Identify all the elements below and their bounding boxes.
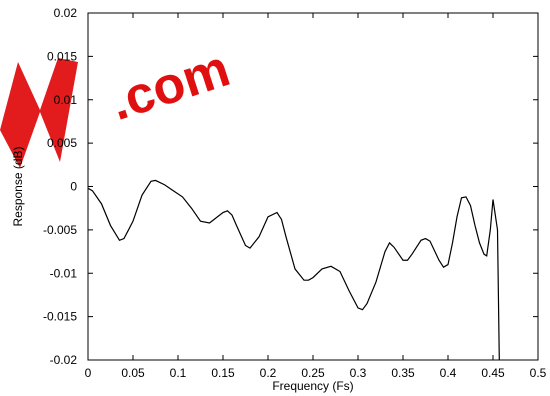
y-tick-label: -0.02	[50, 353, 78, 367]
series-line-response	[87, 179, 500, 361]
x-tick-label: 0.15	[211, 366, 235, 380]
x-tick-label: 0.45	[481, 366, 505, 380]
watermark-logo-shape	[0, 58, 78, 168]
y-tick-label: 0.02	[54, 6, 78, 20]
x-tick-label: 0.05	[121, 366, 145, 380]
y-axis-label: Response (dB)	[11, 146, 25, 226]
y-tick-label: -0.01	[50, 266, 78, 280]
y-tick-label: 0	[70, 180, 77, 194]
watermark-text: .com	[103, 39, 236, 132]
y-tick-label: 0.01	[54, 93, 78, 107]
y-tick-label: 0.015	[47, 49, 77, 63]
x-tick-label: 0.4	[440, 366, 457, 380]
plot-frame	[87, 12, 539, 361]
y-axis-ticks: -0.02 -0.015 -0.01 -0.005 0 0.005 0.01 0.015 0.0…	[43, 6, 538, 367]
y-tick-label: 0.005	[47, 136, 77, 150]
x-tick-label: 0.5	[530, 366, 547, 380]
x-axis-ticks: 0 0.05 0.1 0.15 0.2 0.25 0.3 0.35 0.4 0.45 0.5	[85, 13, 547, 380]
x-tick-label: 0.25	[301, 366, 325, 380]
watermark: .com	[0, 39, 237, 168]
x-tick-label: 0.1	[170, 366, 187, 380]
x-axis-label: Frequency (Fs)	[272, 379, 353, 393]
x-tick-label: 0	[85, 366, 92, 380]
y-tick-label: -0.015	[43, 310, 77, 324]
x-tick-label: 0.3	[350, 366, 367, 380]
x-tick-label: 0.35	[391, 366, 415, 380]
x-tick-label: 0.2	[260, 366, 277, 380]
y-tick-label: -0.005	[43, 223, 77, 237]
